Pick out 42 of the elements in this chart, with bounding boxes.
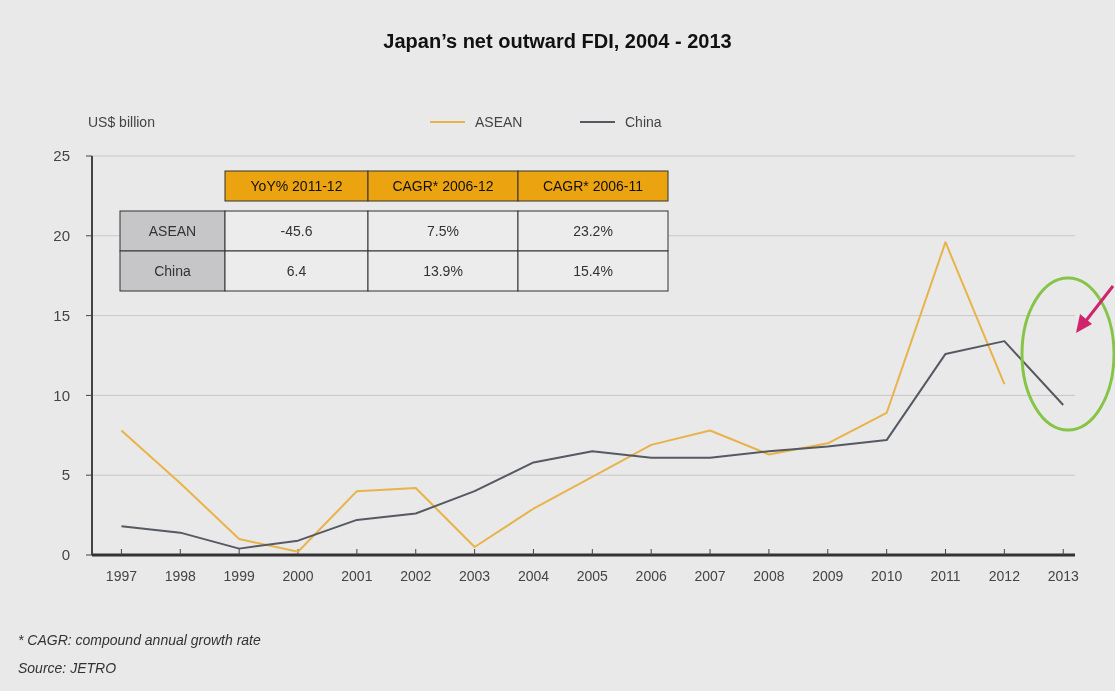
- x-tick-label: 2003: [459, 568, 491, 584]
- y-tick-label: 25: [53, 147, 70, 165]
- x-tick-label: 2002: [400, 568, 432, 584]
- annotation: YoY% 2011-12: [250, 177, 343, 194]
- text: * CAGR: compound annual growth rate: [18, 632, 262, 648]
- x-tick-label: 2006: [635, 568, 667, 584]
- annotation: 7.5%: [427, 222, 459, 239]
- annotation: ASEAN: [148, 222, 197, 239]
- legend-label: ASEAN: [475, 113, 523, 130]
- source-note: Source: JETRO: [18, 660, 117, 676]
- x-tick-label: 2008: [753, 568, 785, 584]
- legend-label: China: [625, 113, 662, 130]
- x-tick-label: 2009: [812, 568, 844, 584]
- annotation: 13.9%: [423, 262, 463, 279]
- x-tick-label: 2011: [930, 568, 961, 584]
- x-tick-label: 2001: [341, 568, 373, 584]
- x-tick-label: 2012: [988, 568, 1021, 584]
- y-tick-label: 20: [53, 227, 70, 245]
- x-tick-label: 1999: [223, 568, 255, 584]
- annotation: China: [154, 262, 191, 279]
- annotation: 6.4: [286, 262, 307, 279]
- annotation: -45.6: [280, 222, 313, 239]
- x-tick-label: 2000: [282, 568, 314, 584]
- x-tick-label: 1998: [164, 568, 197, 584]
- x-tick-label: 2007: [694, 568, 726, 584]
- y-axis-title: US$ billion: [88, 114, 155, 130]
- x-tick-label: 1997: [105, 568, 138, 584]
- y-tick-label: 0: [61, 546, 70, 564]
- annotation: CAGR* 2006-12: [392, 177, 494, 194]
- annotation: 15.4%: [573, 262, 613, 279]
- x-tick-label: 2010: [871, 568, 903, 584]
- x-tick-label: 2005: [576, 568, 609, 584]
- annotation: CAGR* 2006-11: [542, 177, 644, 194]
- y-tick-label: 15: [53, 306, 70, 324]
- chart-title: Japan’s net outward FDI, 2004 - 2013: [383, 30, 732, 52]
- line-series: [120, 241, 1006, 553]
- line-series: [120, 340, 1065, 550]
- y-tick-label: 10: [53, 386, 70, 404]
- x-tick-label: 2013: [1047, 568, 1080, 584]
- annotation: 23.2%: [573, 222, 613, 239]
- y-tick-label: 5: [61, 466, 70, 484]
- x-tick-label: 2004: [517, 568, 550, 584]
